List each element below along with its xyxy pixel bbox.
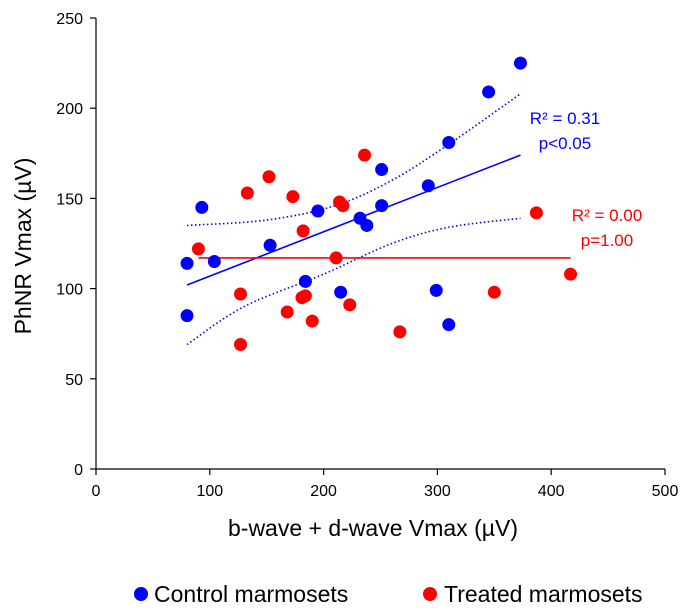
data-point-series-0 (513, 56, 527, 70)
data-point-series-1 (564, 267, 578, 281)
data-point-series-1 (296, 224, 310, 238)
data-point-series-1 (298, 289, 312, 303)
x-tick-label: 200 (310, 483, 337, 500)
x-tick-label: 300 (424, 483, 451, 500)
data-point-series-1 (234, 338, 248, 352)
data-point-series-0 (375, 199, 389, 213)
data-point-series-1 (343, 298, 357, 312)
data-point-series-1 (305, 314, 319, 328)
data-point-series-0 (263, 238, 277, 252)
data-point-series-1 (280, 305, 294, 319)
ci-lower-0 (186, 217, 521, 346)
data-point-series-0 (334, 285, 348, 299)
data-point-series-0 (195, 200, 209, 214)
legend: Control marmosets Treated marmosets (134, 581, 643, 607)
x-tick-label: 0 (92, 483, 101, 500)
x-ticks: 0 100 200 300 400 500 (92, 469, 679, 500)
legend-label-control: Control marmosets (154, 581, 348, 607)
x-tick-label: 400 (538, 483, 565, 500)
data-points (180, 56, 578, 352)
x-axis-label: b-wave + d-wave Vmax (µV) (228, 515, 518, 541)
stat-label-0-1: p<0.05 (539, 134, 591, 153)
regression-lines (186, 154, 571, 286)
data-point-series-1 (487, 285, 501, 299)
data-point-series-0 (421, 179, 435, 193)
data-point-series-1 (393, 325, 407, 339)
data-point-series-1 (234, 287, 248, 301)
data-point-series-0 (360, 218, 374, 232)
data-point-series-0 (442, 318, 456, 332)
data-point-series-0 (180, 256, 194, 270)
data-point-series-1 (286, 190, 300, 204)
y-tick-label: 50 (65, 372, 83, 389)
data-point-series-0 (298, 274, 312, 288)
ci-upper-0 (186, 93, 521, 227)
x-tick-label: 500 (652, 483, 679, 500)
data-point-series-0 (429, 283, 443, 297)
data-point-series-1 (329, 251, 343, 265)
y-tick-label: 0 (74, 462, 83, 479)
y-axis-label: PhNR Vmax (µV) (10, 158, 36, 335)
confidence-bands (186, 93, 521, 346)
data-point-series-0 (442, 135, 456, 149)
data-point-series-1 (262, 170, 276, 184)
stat-label-1-0: R² = 0.00 (572, 206, 642, 225)
y-tick-label: 200 (56, 101, 83, 118)
stat-label-1-1: p=1.00 (581, 231, 633, 250)
legend-marker-treated (423, 587, 437, 601)
x-tick-label: 100 (196, 483, 223, 500)
legend-marker-control (134, 587, 148, 601)
y-ticks: 0 50 100 150 200 250 (56, 11, 96, 479)
data-point-series-0 (207, 255, 221, 269)
y-tick-label: 150 (56, 191, 83, 208)
axes: 0 100 200 300 400 500 0 50 100 150 200 250 (56, 11, 678, 500)
data-point-series-1 (529, 206, 543, 220)
data-point-series-0 (311, 204, 325, 218)
y-tick-label: 250 (56, 11, 83, 28)
data-point-series-0 (180, 309, 194, 323)
fit-line-0 (186, 154, 521, 286)
legend-label-treated: Treated marmosets (444, 581, 643, 607)
data-point-series-0 (375, 163, 389, 177)
stat-label-0-0: R² = 0.31 (530, 109, 600, 128)
y-tick-label: 100 (56, 282, 83, 299)
data-point-series-1 (240, 186, 254, 200)
data-point-series-1 (336, 199, 350, 213)
data-point-series-0 (482, 85, 496, 99)
data-point-series-1 (358, 148, 372, 162)
stat-annotations: R² = 0.31 p<0.05 R² = 0.00 p=1.00 (530, 109, 642, 250)
data-point-series-1 (191, 242, 205, 256)
